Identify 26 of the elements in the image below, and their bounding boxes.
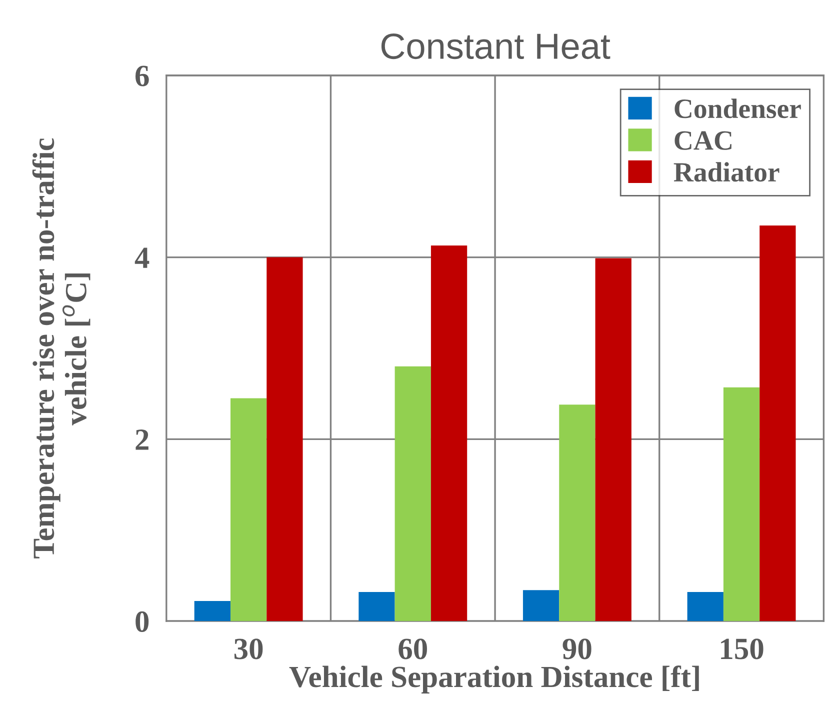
chart-title: Constant Heat xyxy=(381,34,610,60)
x-tick-label: 30 xyxy=(234,638,263,660)
bar xyxy=(430,245,468,622)
bar xyxy=(723,387,760,622)
legend-label: Radiator xyxy=(674,162,780,182)
bar xyxy=(266,257,303,622)
x-tick-label: 150 xyxy=(721,638,764,660)
bar xyxy=(687,592,724,622)
bar xyxy=(760,225,796,622)
y-tick-label: 4 xyxy=(134,248,150,268)
x-tick-label: 90 xyxy=(562,638,592,660)
legend-label: Condenser xyxy=(674,98,801,118)
bar xyxy=(595,258,632,622)
bar xyxy=(559,404,596,622)
bar xyxy=(194,601,230,622)
bar xyxy=(358,592,395,622)
y-tick-label: 6 xyxy=(136,66,149,86)
x-axis-title: Vehicle Separation Distance [ft] xyxy=(289,665,699,694)
bar xyxy=(394,366,431,622)
y-tick-label: 0 xyxy=(136,611,149,632)
y-axis-title: Temperature rise over no-traffic vehicle [$^{o}$C] xyxy=(32,138,90,558)
bar xyxy=(230,398,267,622)
legend-label: CAC xyxy=(674,131,732,150)
y-tick-label: 2 xyxy=(136,430,148,450)
x-tick-label: 60 xyxy=(398,638,427,660)
bar xyxy=(522,590,560,622)
